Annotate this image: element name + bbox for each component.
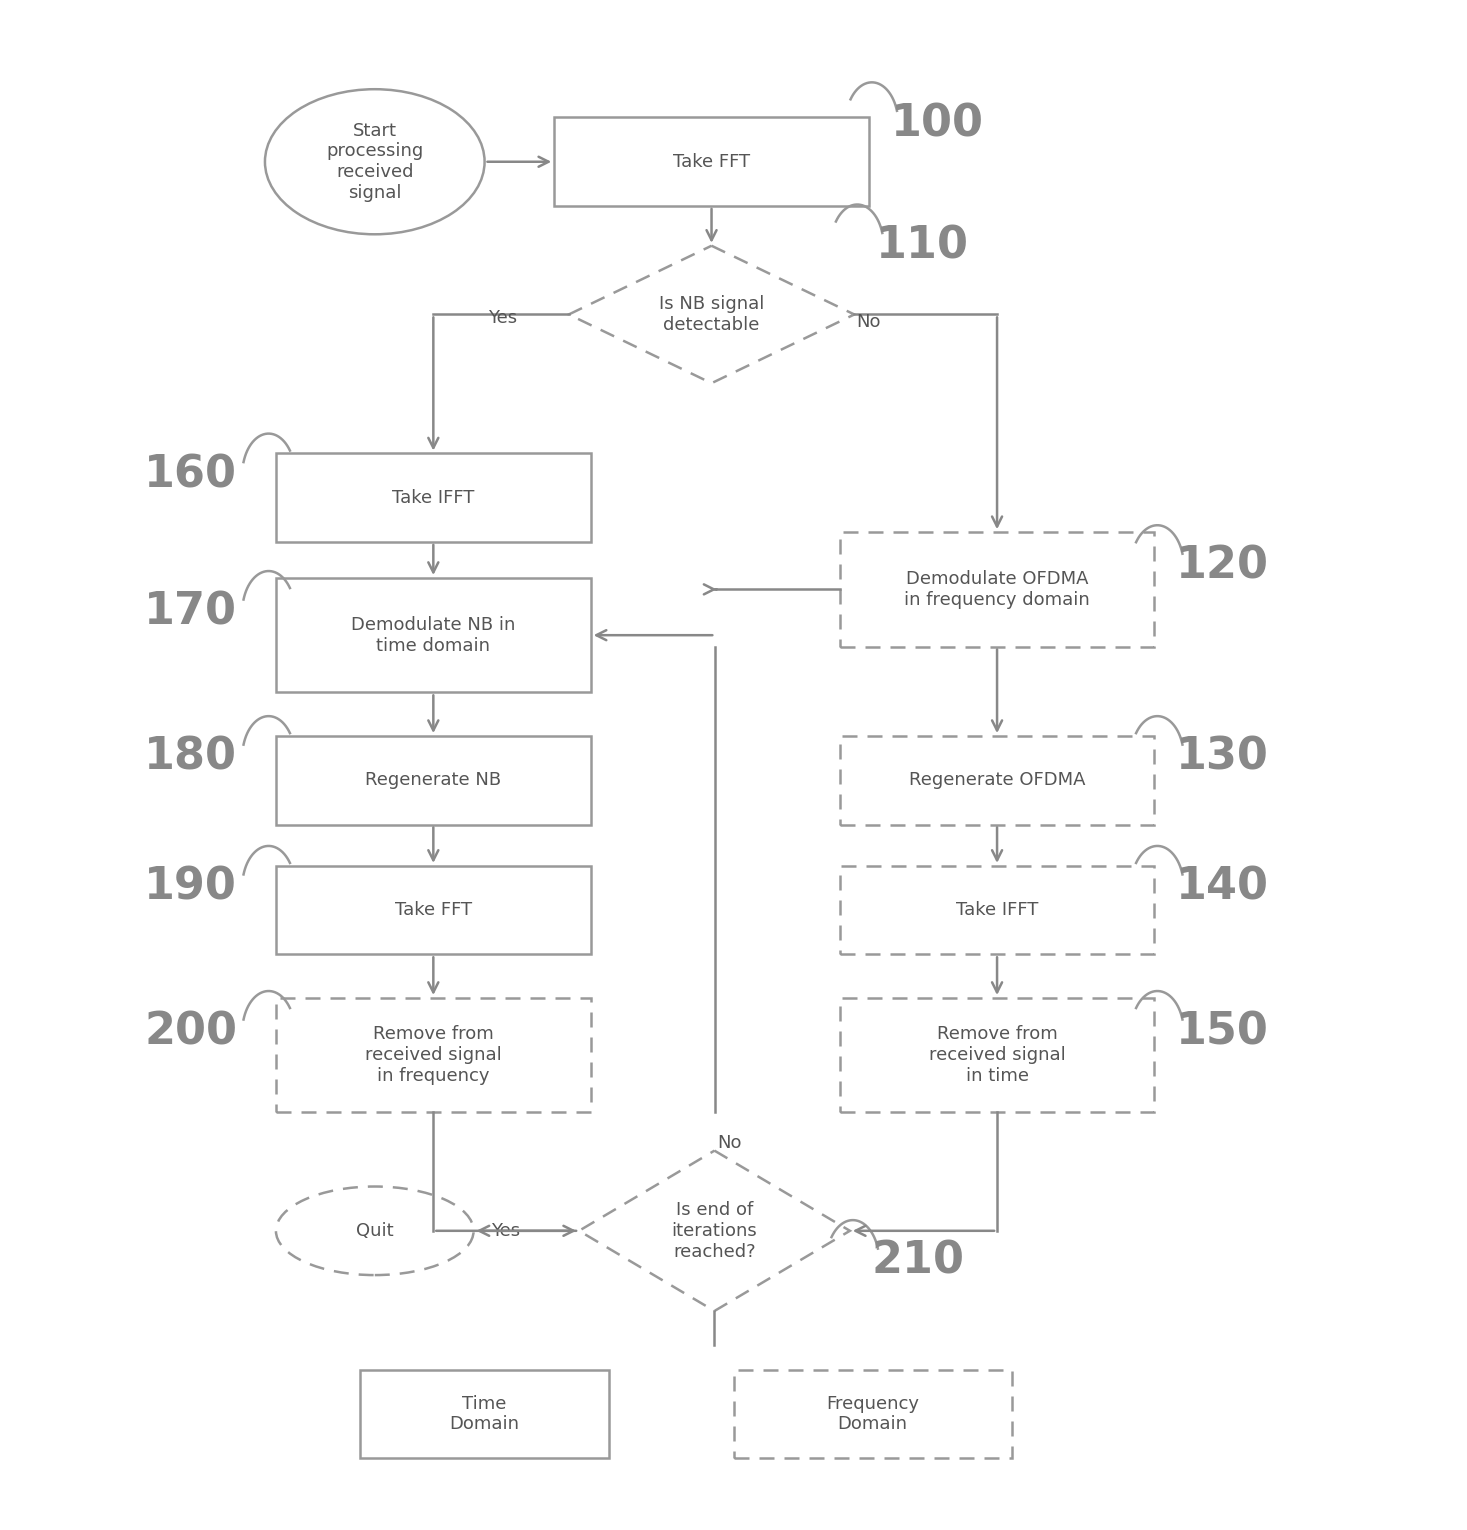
Bar (839, 998, 1155, 1112)
Text: 140: 140 (1177, 866, 1269, 909)
Bar (276, 998, 591, 1112)
Text: 160: 160 (144, 453, 238, 496)
Text: 100: 100 (890, 103, 984, 145)
Bar (276, 578, 591, 693)
Text: Take IFFT: Take IFFT (956, 901, 1039, 920)
Text: 180: 180 (144, 736, 238, 779)
Bar (839, 736, 1155, 825)
Text: Yes: Yes (491, 1222, 521, 1239)
Text: Remove from
received signal
in frequency: Remove from received signal in frequency (365, 1025, 502, 1085)
Bar (276, 453, 591, 542)
Text: No: No (717, 1134, 742, 1152)
Text: Regenerate NB: Regenerate NB (365, 771, 502, 789)
Text: Quit: Quit (356, 1222, 393, 1239)
Text: 210: 210 (871, 1239, 965, 1282)
Text: Take IFFT: Take IFFT (392, 488, 474, 506)
Text: Regenerate OFDMA: Regenerate OFDMA (910, 771, 1086, 789)
Text: 170: 170 (144, 591, 238, 633)
Text: 130: 130 (1177, 736, 1269, 779)
Text: Frequency
Domain: Frequency Domain (826, 1395, 920, 1434)
Text: 190: 190 (144, 866, 238, 909)
Bar (734, 1369, 1012, 1458)
Bar (839, 532, 1155, 647)
Text: Remove from
received signal
in time: Remove from received signal in time (929, 1025, 1065, 1085)
Text: 200: 200 (144, 1011, 238, 1054)
Bar (839, 866, 1155, 955)
Text: Take FFT: Take FFT (395, 901, 472, 920)
Text: 120: 120 (1177, 545, 1269, 588)
Polygon shape (579, 1151, 849, 1311)
Text: Demodulate OFDMA
in frequency domain: Demodulate OFDMA in frequency domain (904, 571, 1090, 609)
Bar (276, 736, 591, 825)
Text: 110: 110 (876, 225, 970, 268)
Bar (555, 118, 868, 207)
Text: Demodulate NB in
time domain: Demodulate NB in time domain (351, 615, 515, 655)
Polygon shape (569, 246, 854, 382)
Text: Yes: Yes (489, 309, 518, 326)
Ellipse shape (276, 1186, 474, 1274)
Bar (276, 866, 591, 955)
Text: Time
Domain: Time Domain (449, 1395, 519, 1434)
Text: Take FFT: Take FFT (673, 153, 750, 171)
Text: 150: 150 (1177, 1011, 1269, 1054)
Text: Is end of
iterations
reached?: Is end of iterations reached? (672, 1201, 757, 1261)
Bar (359, 1369, 609, 1458)
Ellipse shape (266, 89, 484, 234)
Text: Start
processing
received
signal: Start processing received signal (326, 121, 424, 202)
Text: No: No (857, 314, 882, 330)
Text: Is NB signal
detectable: Is NB signal detectable (659, 295, 764, 334)
